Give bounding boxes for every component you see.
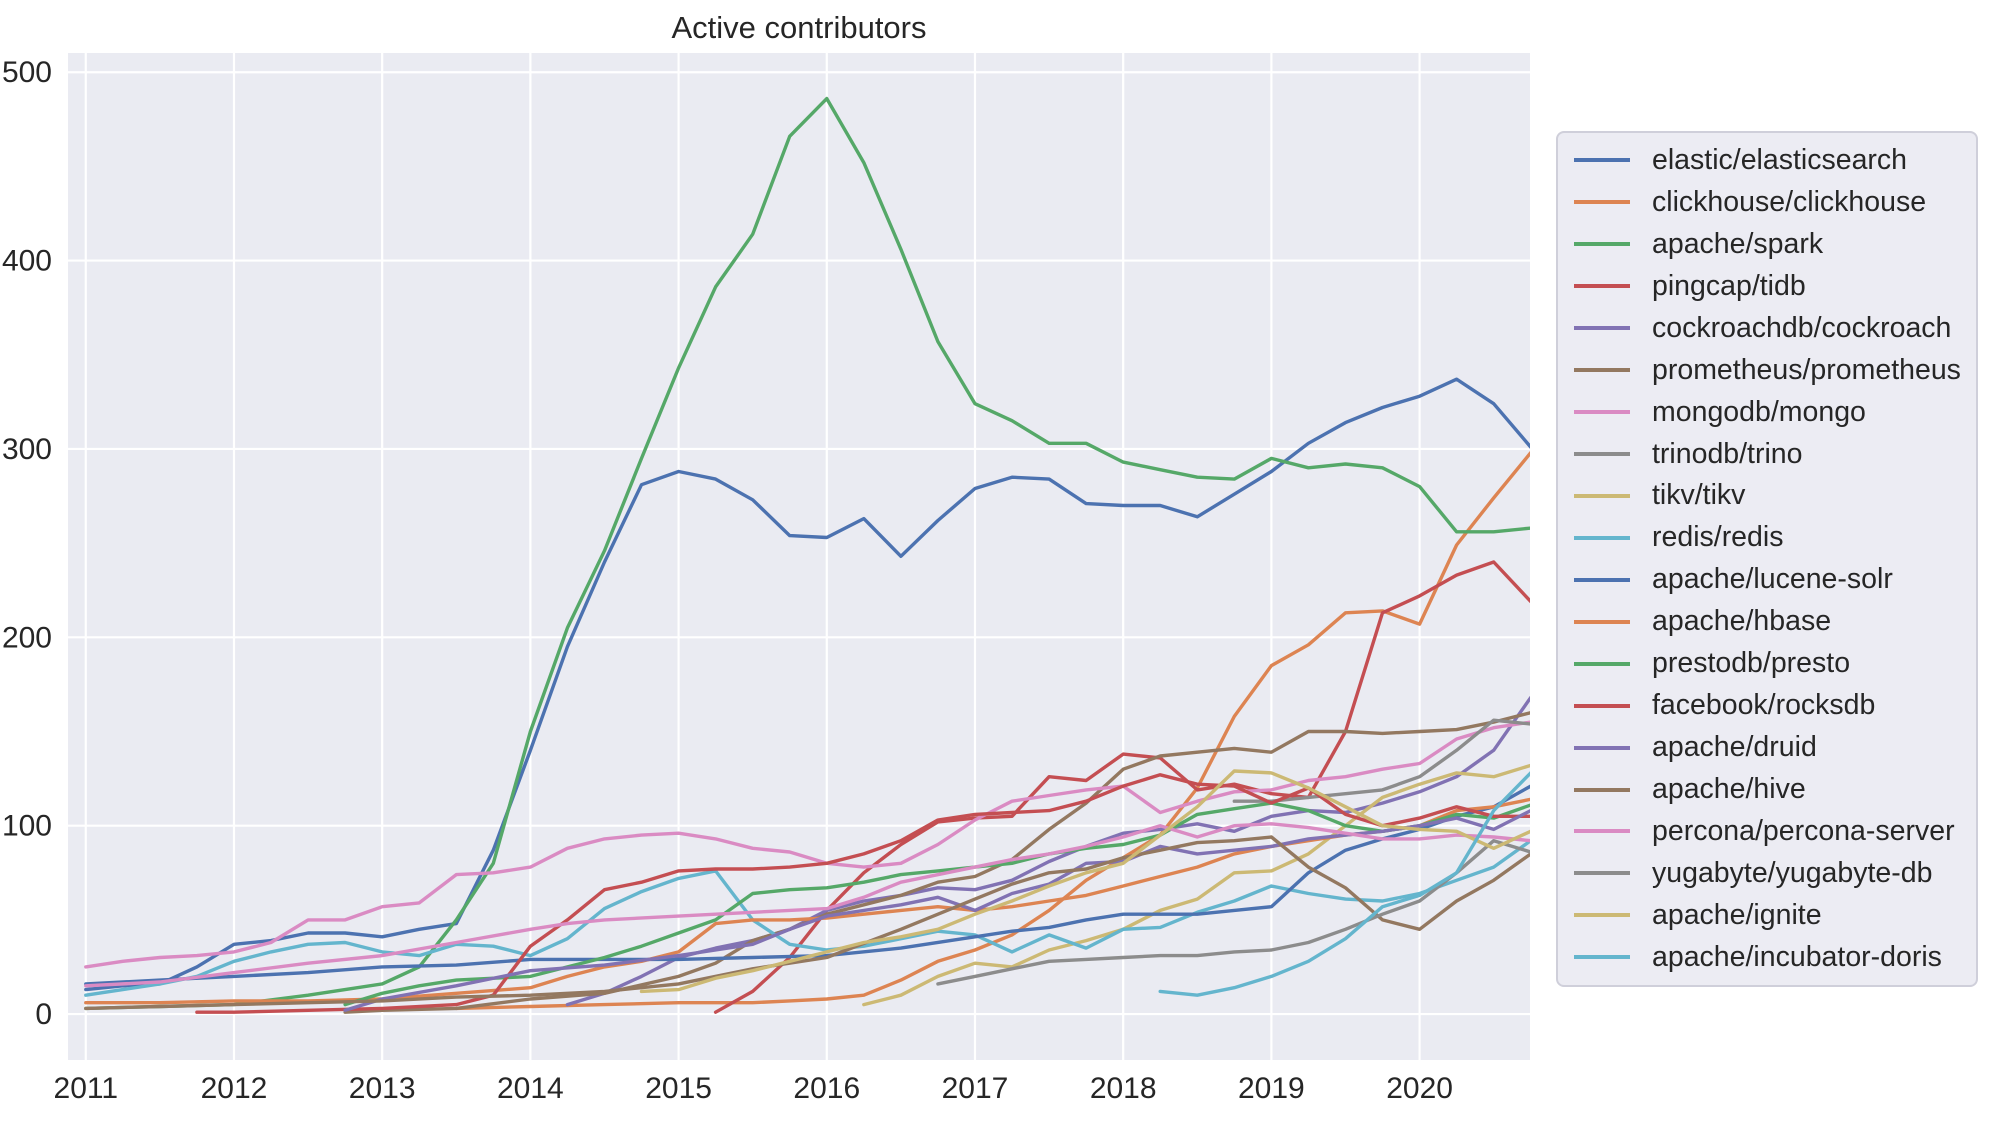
legend-swatch-icon (1574, 787, 1630, 792)
legend-label: redis/redis (1652, 521, 1784, 554)
legend-item-tikv/tikv: tikv/tikv (1574, 475, 1976, 516)
y-tick-label: 500 (2, 56, 52, 89)
legend-label: apache/spark (1652, 227, 1824, 260)
legend-label: clickhouse/clickhouse (1652, 185, 1927, 218)
series-line-percona/percona-server (84, 822, 1530, 988)
series-line-apache/ignite (639, 769, 1530, 994)
series-lines (84, 96, 1530, 1014)
x-tick-label: 2016 (793, 1072, 860, 1105)
legend-item-apache/hbase: apache/hbase (1574, 601, 1976, 642)
legend-swatch-icon (1574, 200, 1630, 205)
legend-label: prestodb/presto (1652, 647, 1851, 680)
legend-swatch-icon (1574, 871, 1630, 876)
legend-label: cockroachdb/cockroach (1652, 311, 1952, 344)
x-tick-label: 2019 (1238, 1072, 1305, 1105)
legend-label: facebook/rocksdb (1652, 689, 1876, 722)
y-tick-label: 300 (2, 433, 52, 466)
legend-item-trinodb/trino: trinodb/trino (1574, 434, 1976, 475)
legend-item-apache/lucene-solr: apache/lucene-solr (1574, 559, 1976, 600)
series-line-tikv/tikv (862, 763, 1530, 1007)
legend-label: trinodb/trino (1652, 437, 1803, 470)
legend-swatch-icon (1574, 619, 1630, 624)
legend-label: apache/lucene-solr (1652, 563, 1893, 596)
legend-item-prometheus/prometheus: prometheus/prometheus (1574, 350, 1976, 391)
x-tick-label: 2013 (349, 1072, 416, 1105)
chart-title: Active contributors (671, 10, 927, 45)
legend-label: apache/incubator-doris (1652, 940, 1942, 973)
legend-swatch-icon (1574, 661, 1630, 666)
x-axis-tick-labels: 2011 2012 2013 2014 2015 2016 2017 2018 2019 2020 (54, 1072, 1453, 1105)
x-tick-label: 2020 (1386, 1072, 1453, 1105)
legend-item-mongodb/mongo: mongodb/mongo (1574, 392, 1976, 433)
y-tick-label: 0 (35, 998, 52, 1031)
legend-swatch-icon (1574, 577, 1630, 582)
series-line-elastic/elasticsearch (84, 377, 1530, 992)
legend-label: yugabyte/yugabyte-db (1652, 856, 1933, 889)
series-line-yugabyte/yugabyte-db (936, 839, 1530, 986)
y-tick-label: 100 (2, 810, 52, 843)
series-line-apache/lucene-solr (84, 784, 1530, 986)
legend-item-pingcap/tidb: pingcap/tidb (1574, 266, 1976, 307)
legend-item-elastic/elasticsearch: elastic/elasticsearch (1574, 140, 1976, 181)
legend-label: apache/hbase (1652, 605, 1832, 638)
x-tick-label: 2017 (942, 1072, 1009, 1105)
legend-item-yugabyte/yugabyte-db: yugabyte/yugabyte-db (1574, 853, 1976, 894)
x-tick-label: 2015 (645, 1072, 712, 1105)
x-tick-label: 2011 (54, 1072, 119, 1105)
legend-swatch-icon (1574, 745, 1630, 750)
legend-label: prometheus/prometheus (1652, 353, 1961, 386)
legend-label: percona/percona-server (1652, 814, 1955, 847)
y-tick-label: 200 (2, 621, 52, 654)
legend-item-apache/ignite: apache/ignite (1574, 895, 1976, 936)
legend-item-apache/hive: apache/hive (1574, 769, 1976, 810)
legend-item-percona/percona-server: percona/percona-server (1574, 811, 1976, 852)
x-tick-label: 2018 (1090, 1072, 1157, 1105)
legend-item-apache/incubator-doris: apache/incubator-doris (1574, 937, 1976, 978)
legend-label: tikv/tikv (1652, 479, 1746, 512)
legend: elastic/elasticsearch clickhouse/clickhou… (1556, 131, 1978, 987)
series-line-clickhouse/clickhouse (454, 451, 1530, 1011)
series-line-prestodb/presto (343, 801, 1530, 1007)
legend-label: mongodb/mongo (1652, 395, 1866, 428)
legend-swatch-icon (1574, 452, 1630, 456)
legend-label: apache/druid (1652, 731, 1817, 764)
legend-swatch-icon (1574, 913, 1630, 918)
legend-item-apache/spark: apache/spark (1574, 224, 1976, 265)
series-line-apache/druid (343, 809, 1530, 1012)
legend-item-cockroachdb/cockroach: cockroachdb/cockroach (1574, 308, 1976, 349)
series-line-apache/hive (84, 835, 1530, 1011)
legend-swatch-icon (1574, 158, 1630, 163)
legend-swatch-icon (1574, 326, 1630, 331)
legend-item-prestodb/presto: prestodb/presto (1574, 643, 1976, 684)
legend-label: apache/hive (1652, 773, 1806, 805)
series-line-mongodb/mongo (84, 720, 1530, 969)
x-tick-label: 2012 (201, 1072, 268, 1105)
legend-swatch-icon (1574, 955, 1630, 960)
legend-swatch-icon (1574, 535, 1630, 540)
legend-swatch-icon (1574, 368, 1630, 373)
gridlines (68, 53, 1530, 1060)
legend-swatch-icon (1574, 703, 1630, 708)
legend-swatch-icon (1574, 242, 1630, 247)
series-line-trinodb/trino (1232, 718, 1530, 803)
legend-item-facebook/rocksdb: facebook/rocksdb (1574, 685, 1976, 726)
y-axis-tick-labels: 0 100 200 300 400 500 (2, 56, 52, 1031)
legend-swatch-icon (1574, 829, 1630, 834)
x-tick-label: 2014 (497, 1072, 564, 1105)
legend-item-clickhouse/clickhouse: clickhouse/clickhouse (1574, 182, 1976, 223)
series-line-facebook/rocksdb (195, 773, 1530, 1014)
series-line-apache/incubator-doris (1158, 771, 1530, 997)
legend-swatch-icon (1574, 284, 1630, 289)
legend-item-redis/redis: redis/redis (1574, 517, 1976, 558)
y-tick-label: 400 (2, 245, 52, 278)
legend-label: pingcap/tidb (1652, 269, 1806, 302)
legend-label: elastic/elasticsearch (1652, 143, 1908, 176)
legend-item-apache/druid: apache/druid (1574, 727, 1976, 768)
legend-swatch-icon (1574, 410, 1630, 415)
legend-label: apache/ignite (1652, 898, 1822, 931)
legend-swatch-icon (1574, 493, 1630, 498)
